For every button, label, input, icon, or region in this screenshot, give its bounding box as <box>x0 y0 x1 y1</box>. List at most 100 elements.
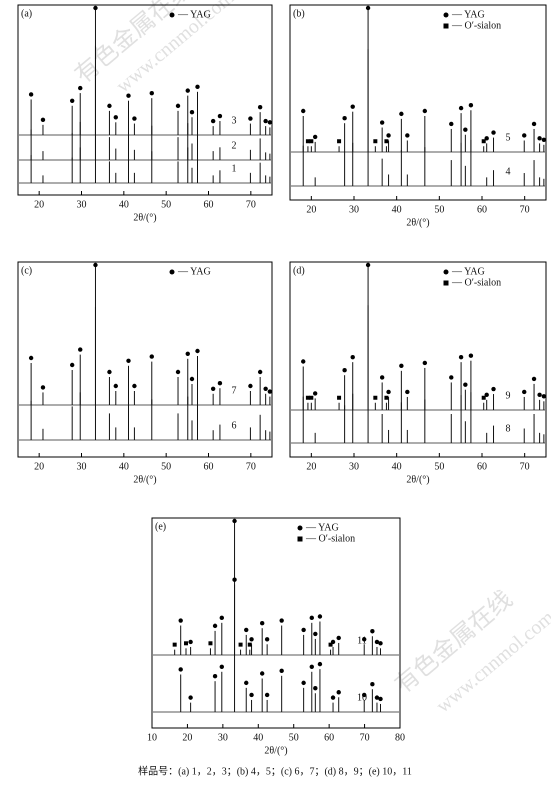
phase-marker <box>399 111 404 117</box>
x-axis-label: 2θ/(°) <box>406 474 429 485</box>
phase-marker <box>267 389 273 394</box>
phase-marker <box>69 362 75 368</box>
x-tick-label: 20 <box>34 461 44 472</box>
phase-marker <box>309 615 314 621</box>
phase-marker <box>28 355 34 361</box>
phase-marker <box>184 641 189 646</box>
phase-marker <box>249 692 254 698</box>
legend-label: — O′-sialon <box>305 533 355 544</box>
phase-marker <box>178 618 183 623</box>
phase-marker <box>405 389 410 395</box>
legend-label: — YAG <box>177 9 211 20</box>
phase-marker <box>537 392 542 398</box>
phase-marker <box>309 395 314 400</box>
phase-marker <box>362 692 367 698</box>
x-tick-label: 40 <box>392 204 402 215</box>
phase-marker <box>365 5 371 11</box>
series-label: 11 <box>357 635 367 646</box>
phase-marker <box>370 629 375 634</box>
plot-frame <box>289 261 547 458</box>
phase-marker <box>126 93 131 98</box>
x-tick-label: 40 <box>392 461 402 472</box>
phase-marker <box>386 133 391 138</box>
legend-marker <box>297 525 303 531</box>
legend-marker <box>169 12 175 18</box>
phase-marker <box>185 88 190 93</box>
phase-marker <box>132 116 137 121</box>
phase-marker <box>328 642 333 647</box>
phase-marker <box>259 621 265 626</box>
phase-marker <box>244 680 249 686</box>
phase-marker <box>337 395 342 400</box>
phase-marker <box>468 103 474 108</box>
phase-marker <box>458 105 464 111</box>
phase-marker <box>531 121 537 127</box>
x-tick-label: 40 <box>253 732 263 743</box>
phase-marker <box>249 637 254 642</box>
phase-marker <box>113 383 118 389</box>
legend-label: — O′-sialon <box>451 277 501 288</box>
legend-marker <box>443 23 449 29</box>
phase-marker <box>379 120 385 125</box>
x-tick-label: 50 <box>289 732 299 743</box>
phase-marker <box>172 642 177 647</box>
phase-marker <box>78 347 83 352</box>
phase-marker <box>232 577 237 582</box>
phase-marker <box>386 389 391 395</box>
panel-label: (c) <box>21 265 32 276</box>
phase-marker <box>132 383 137 389</box>
phase-marker <box>301 108 306 114</box>
panel-label: (b) <box>293 8 305 19</box>
plot-frame <box>17 4 273 196</box>
phase-marker <box>362 637 367 642</box>
panel-label: (e) <box>155 521 166 532</box>
phase-marker <box>232 518 237 524</box>
phase-marker <box>378 696 383 702</box>
phase-marker <box>279 618 284 623</box>
x-tick-label: 20 <box>306 461 316 472</box>
legend-marker <box>443 280 449 286</box>
phase-marker <box>449 121 454 127</box>
legend-marker <box>443 12 449 18</box>
phase-marker <box>522 389 527 395</box>
phase-marker <box>175 103 181 109</box>
phase-marker <box>317 661 323 667</box>
phase-marker <box>330 695 336 700</box>
phase-marker <box>541 137 547 142</box>
x-tick-label: 80 <box>395 732 405 743</box>
legend-marker <box>297 536 303 542</box>
phase-marker <box>188 695 193 700</box>
phase-marker <box>175 369 181 375</box>
phase-marker <box>309 664 314 669</box>
phase-marker <box>267 120 273 125</box>
x-tick-label: 30 <box>349 204 359 215</box>
phase-marker <box>313 631 318 637</box>
phase-marker <box>370 682 375 687</box>
x-axis-label: 2θ/(°) <box>133 212 156 223</box>
phase-marker <box>113 115 118 120</box>
phase-marker <box>350 104 355 109</box>
phase-marker <box>422 360 428 366</box>
phase-marker <box>336 635 341 641</box>
x-tick-label: 30 <box>77 199 87 210</box>
phase-marker <box>312 391 318 396</box>
phase-marker <box>384 395 389 400</box>
phase-marker <box>149 90 154 96</box>
phase-marker <box>279 668 284 674</box>
phase-marker <box>257 104 263 110</box>
phase-marker <box>305 139 310 144</box>
x-tick-label: 50 <box>161 199 171 210</box>
x-tick-label: 70 <box>246 461 256 472</box>
series-label: 6 <box>232 420 237 431</box>
phase-marker <box>463 382 468 387</box>
phase-marker <box>422 108 428 114</box>
phase-marker <box>219 664 224 669</box>
phase-marker <box>522 133 527 138</box>
phase-marker <box>365 262 371 268</box>
phase-marker <box>312 134 318 140</box>
series-label: 2 <box>232 140 237 151</box>
x-tick-label: 20 <box>182 732 192 743</box>
phase-marker <box>263 386 268 391</box>
phase-marker <box>238 642 243 647</box>
series-label: 10 <box>357 692 367 703</box>
